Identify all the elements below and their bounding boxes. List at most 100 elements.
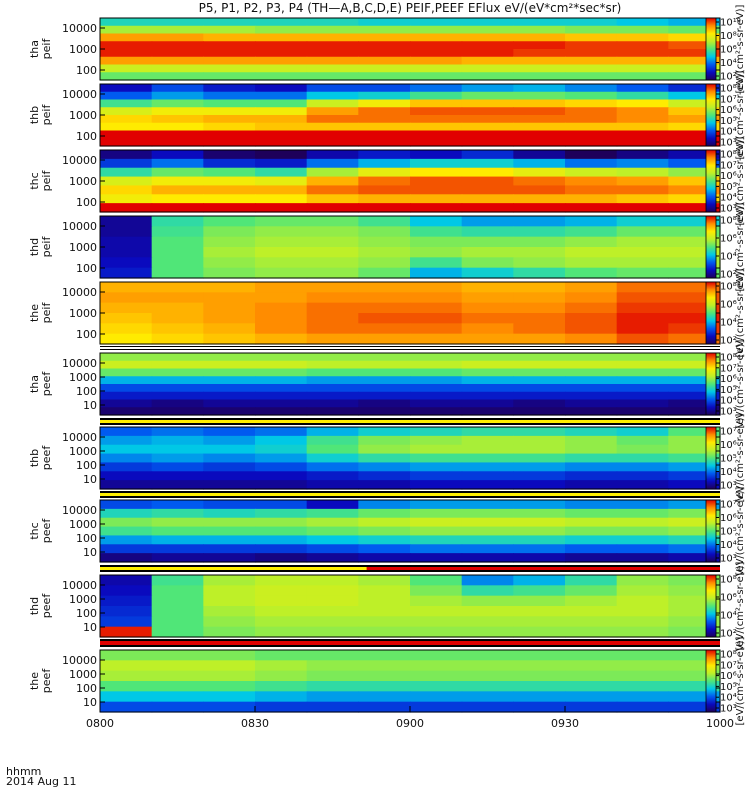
heatmap-cell [410, 226, 463, 238]
heatmap-cell [410, 18, 463, 27]
heatmap-cell [151, 150, 204, 160]
heatmap-cell [513, 453, 566, 464]
heatmap-cell [410, 681, 463, 692]
y-axis-label: thepeif [28, 302, 53, 324]
heatmap-cell [100, 107, 153, 116]
y-axis-label: thcpeef [28, 518, 53, 544]
heatmap-cell [461, 360, 514, 370]
heatmap-cell [151, 64, 204, 73]
heatmap-cell [151, 575, 204, 586]
heatmap-cell [616, 41, 669, 50]
heatmap-cell [203, 216, 256, 227]
heatmap-cell [461, 435, 514, 446]
heatmap-cell [306, 167, 359, 178]
heatmap-cell [616, 453, 669, 464]
heatmap-cell [306, 670, 359, 682]
heatmap-cell [203, 150, 256, 160]
figure-title: P5, P1, P2, P3, P4 (TH—A,B,C,D,E) PEIF,P… [198, 1, 622, 15]
heatmap-cell [565, 435, 618, 446]
heatmap-cell [668, 107, 721, 116]
heatmap-cell [255, 575, 308, 586]
heatmap-cell [255, 257, 308, 269]
heatmap-cell [513, 33, 566, 42]
heatmap-cell [410, 427, 463, 437]
heatmap-cell [255, 176, 308, 187]
heatmap-cell [255, 313, 308, 324]
heatmap-cell [151, 333, 204, 345]
heatmap-cell [565, 681, 618, 692]
heatmap-cell [255, 333, 308, 345]
heatmap-cell [616, 292, 669, 304]
heatmap-cell [100, 462, 153, 472]
heatmap-cell [255, 292, 308, 304]
heatmap-cell [306, 302, 359, 314]
heatmap-cell [668, 480, 721, 490]
heatmap-cell [668, 353, 721, 362]
heatmap-cell [513, 323, 566, 335]
heatmap-cell [100, 115, 153, 124]
heatmap-cell [461, 138, 514, 147]
heatmap-cell [616, 282, 669, 293]
heatmap-cell [358, 122, 411, 132]
heatmap-cell [565, 176, 618, 187]
heatmap-cell [151, 606, 204, 617]
heatmap-cell [513, 130, 566, 139]
heatmap-cell [410, 167, 463, 178]
y-tick-label: 10000 [62, 286, 97, 299]
colorbar-tick-label: 10⁸ [720, 575, 737, 586]
heatmap-cell [255, 427, 308, 437]
heatmap-cell [668, 25, 721, 35]
heatmap-cell [203, 72, 256, 81]
heatmap-cell [100, 99, 153, 108]
heatmap-cell [616, 33, 669, 42]
heatmap-cell [358, 292, 411, 304]
heatmap-cell [410, 508, 463, 519]
heatmap-cell [461, 64, 514, 73]
heatmap-cell [668, 650, 721, 661]
heatmap-cell [203, 115, 256, 124]
heatmap-cell [513, 650, 566, 661]
heatmap-cell [410, 453, 463, 464]
heatmap-cell [100, 203, 153, 213]
heatmap-cell [358, 399, 411, 408]
heatmap-cell [410, 33, 463, 42]
heatmap-cell [410, 84, 463, 93]
heatmap-cell [410, 313, 463, 324]
heatmap-cell [306, 84, 359, 93]
heatmap-cell [513, 64, 566, 73]
colorbar-unit-label: [eV/(cm²-s-sr-eV)] [735, 339, 746, 428]
heatmap-cell [513, 701, 566, 713]
heatmap-cell [306, 33, 359, 42]
heatmap-cell [410, 517, 463, 528]
heatmap-cell [151, 18, 204, 27]
heatmap-cell [255, 376, 308, 385]
heatmap-cell [461, 399, 514, 408]
heatmap-cell [151, 130, 204, 139]
heatmap-cell [306, 333, 359, 345]
colorbar-tick-label: 10² [720, 72, 737, 83]
heatmap-cell [203, 56, 256, 66]
heatmap-cell [306, 323, 359, 335]
heatmap-cell [255, 626, 308, 638]
colorbar-tick-label: 10⁶ [720, 45, 737, 56]
heatmap-cell [151, 517, 204, 528]
y-axis-label: thapeif [28, 38, 53, 60]
heatmap-cell [151, 660, 204, 672]
heatmap-cell [100, 701, 153, 713]
colorbar-unit-label: [eV/(cm²-s-sr-eV)] [735, 268, 746, 357]
heatmap-cell [513, 526, 566, 537]
heatmap-cell [410, 616, 463, 628]
heatmap-cell [513, 368, 566, 377]
heatmap-cell [565, 25, 618, 35]
y-axis-label-line: peef [40, 445, 53, 471]
heatmap-cell [203, 670, 256, 682]
heatmap-cell [255, 480, 308, 490]
heatmap-cell [616, 391, 669, 401]
colorbar-tick-label: 10⁷ [720, 660, 737, 671]
heatmap-cell [668, 526, 721, 537]
heatmap-cell [513, 292, 566, 304]
heatmap-cell [461, 194, 514, 204]
heatmap-cell [358, 176, 411, 187]
y-tick-label: 10000 [62, 504, 97, 517]
heatmap-cell [616, 84, 669, 93]
